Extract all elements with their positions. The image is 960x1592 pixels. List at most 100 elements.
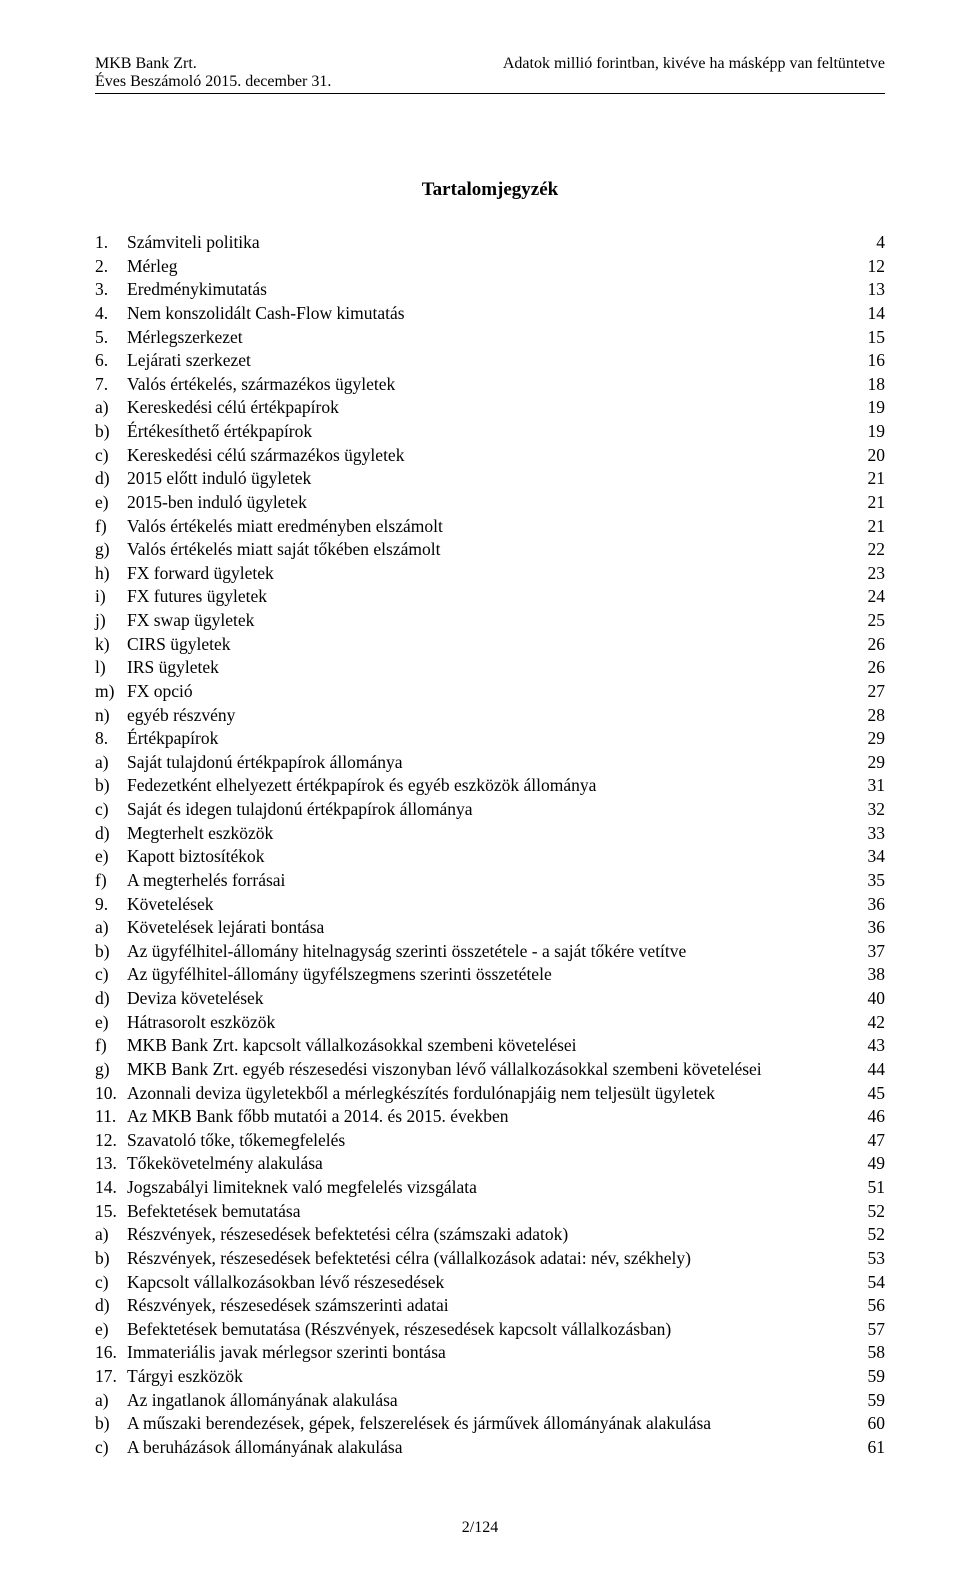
toc-row: g)Valós értékelés miatt saját tőkében el… xyxy=(95,538,885,562)
toc-container: 1.Számviteli politika42.Mérleg123.Eredmé… xyxy=(95,231,885,1460)
toc-text: Követelések lejárati bontása xyxy=(127,916,845,940)
report-title-date: Éves Beszámoló 2015. december 31. xyxy=(95,73,331,91)
toc-text: Valós értékelés miatt eredményben elszám… xyxy=(127,515,845,539)
page-number: 2/124 xyxy=(0,1519,960,1537)
toc-label: 6. xyxy=(95,349,127,373)
toc-page: 14 xyxy=(845,302,885,326)
toc-row: e)2015-ben induló ügyletek21 xyxy=(95,491,885,515)
toc-text: FX forward ügyletek xyxy=(127,562,845,586)
toc-text: Kereskedési célú értékpapírok xyxy=(127,396,845,420)
toc-row: h)FX forward ügyletek23 xyxy=(95,562,885,586)
header-left: MKB Bank Zrt. Éves Beszámoló 2015. decem… xyxy=(95,55,331,91)
toc-text: Tőkekövetelmény alakulása xyxy=(127,1152,845,1176)
toc-row: n)egyéb részvény28 xyxy=(95,704,885,728)
toc-row: d)Megterhelt eszközök33 xyxy=(95,822,885,846)
toc-row: f)Valós értékelés miatt eredményben elsz… xyxy=(95,515,885,539)
toc-text: Kapcsolt vállalkozásokban lévő részesedé… xyxy=(127,1271,845,1295)
toc-row: e)Befektetések bemutatása (Részvények, r… xyxy=(95,1318,885,1342)
toc-label: 3. xyxy=(95,278,127,302)
toc-row: c)Kereskedési célú származékos ügyletek2… xyxy=(95,444,885,468)
toc-text: Nem konszolidált Cash-Flow kimutatás xyxy=(127,302,845,326)
toc-page: 59 xyxy=(845,1365,885,1389)
toc-label: i) xyxy=(95,585,127,609)
toc-row: 2.Mérleg12 xyxy=(95,255,885,279)
toc-text: Kapott biztosítékok xyxy=(127,845,845,869)
toc-page: 21 xyxy=(845,491,885,515)
toc-page: 34 xyxy=(845,845,885,869)
toc-label: 13. xyxy=(95,1152,127,1176)
toc-text: Eredménykimutatás xyxy=(127,278,845,302)
toc-label: g) xyxy=(95,1058,127,1082)
toc-text: Részvények, részesedések számszerinti ad… xyxy=(127,1294,845,1318)
toc-page: 29 xyxy=(845,751,885,775)
toc-page: 24 xyxy=(845,585,885,609)
toc-text: IRS ügyletek xyxy=(127,656,845,680)
toc-label: 17. xyxy=(95,1365,127,1389)
toc-label: 10. xyxy=(95,1082,127,1106)
toc-page: 37 xyxy=(845,940,885,964)
toc-text: A műszaki berendezések, gépek, felszerel… xyxy=(127,1412,845,1436)
toc-label: 15. xyxy=(95,1200,127,1224)
toc-page: 49 xyxy=(845,1152,885,1176)
toc-text: MKB Bank Zrt. kapcsolt vállalkozásokkal … xyxy=(127,1034,845,1058)
header-right: Adatok millió forintban, kivéve ha máské… xyxy=(503,55,885,91)
toc-label: 9. xyxy=(95,893,127,917)
toc-label: 8. xyxy=(95,727,127,751)
toc-row: 1.Számviteli politika4 xyxy=(95,231,885,255)
toc-text: A beruházások állományának alakulása xyxy=(127,1436,845,1460)
toc-page: 28 xyxy=(845,704,885,728)
toc-page: 36 xyxy=(845,916,885,940)
toc-row: 4.Nem konszolidált Cash-Flow kimutatás14 xyxy=(95,302,885,326)
toc-page: 54 xyxy=(845,1271,885,1295)
toc-title: Tartalomjegyzék xyxy=(95,179,885,201)
toc-label: a) xyxy=(95,751,127,775)
toc-row: b)A műszaki berendezések, gépek, felszer… xyxy=(95,1412,885,1436)
toc-page: 4 xyxy=(845,231,885,255)
toc-label: c) xyxy=(95,798,127,822)
toc-page: 35 xyxy=(845,869,885,893)
toc-page: 19 xyxy=(845,420,885,444)
toc-text: Tárgyi eszközök xyxy=(127,1365,845,1389)
company-name: MKB Bank Zrt. xyxy=(95,55,331,73)
toc-label: a) xyxy=(95,396,127,420)
toc-row: c)Saját és idegen tulajdonú értékpapírok… xyxy=(95,798,885,822)
toc-text: Hátrasorolt eszközök xyxy=(127,1011,845,1035)
toc-label: f) xyxy=(95,869,127,893)
toc-row: a)Saját tulajdonú értékpapírok állománya… xyxy=(95,751,885,775)
toc-row: l)IRS ügyletek26 xyxy=(95,656,885,680)
toc-text: 2015 előtt induló ügyletek xyxy=(127,467,845,491)
toc-label: a) xyxy=(95,1389,127,1413)
toc-label: m) xyxy=(95,680,127,704)
toc-row: 7.Valós értékelés, származékos ügyletek1… xyxy=(95,373,885,397)
toc-page: 52 xyxy=(845,1200,885,1224)
toc-label: c) xyxy=(95,444,127,468)
toc-text: Immateriális javak mérlegsor szerinti bo… xyxy=(127,1341,845,1365)
toc-label: d) xyxy=(95,822,127,846)
toc-page: 61 xyxy=(845,1436,885,1460)
toc-text: FX opció xyxy=(127,680,845,704)
toc-label: f) xyxy=(95,1034,127,1058)
toc-row: 8.Értékpapírok29 xyxy=(95,727,885,751)
toc-label: 7. xyxy=(95,373,127,397)
toc-label: b) xyxy=(95,1247,127,1271)
toc-row: f)MKB Bank Zrt. kapcsolt vállalkozásokka… xyxy=(95,1034,885,1058)
toc-text: Kereskedési célú származékos ügyletek xyxy=(127,444,845,468)
toc-text: Azonnali deviza ügyletekből a mérlegkész… xyxy=(127,1082,845,1106)
toc-page: 56 xyxy=(845,1294,885,1318)
toc-page: 44 xyxy=(845,1058,885,1082)
toc-page: 57 xyxy=(845,1318,885,1342)
toc-page: 22 xyxy=(845,538,885,562)
toc-page: 21 xyxy=(845,467,885,491)
toc-row: b)Értékesíthető értékpapírok19 xyxy=(95,420,885,444)
toc-row: 3.Eredménykimutatás13 xyxy=(95,278,885,302)
toc-label: b) xyxy=(95,940,127,964)
toc-text: Saját és idegen tulajdonú értékpapírok á… xyxy=(127,798,845,822)
toc-page: 40 xyxy=(845,987,885,1011)
toc-row: m)FX opció27 xyxy=(95,680,885,704)
toc-row: 17.Tárgyi eszközök59 xyxy=(95,1365,885,1389)
toc-page: 47 xyxy=(845,1129,885,1153)
toc-text: Követelések xyxy=(127,893,845,917)
toc-page: 26 xyxy=(845,656,885,680)
toc-label: l) xyxy=(95,656,127,680)
toc-text: Számviteli politika xyxy=(127,231,845,255)
